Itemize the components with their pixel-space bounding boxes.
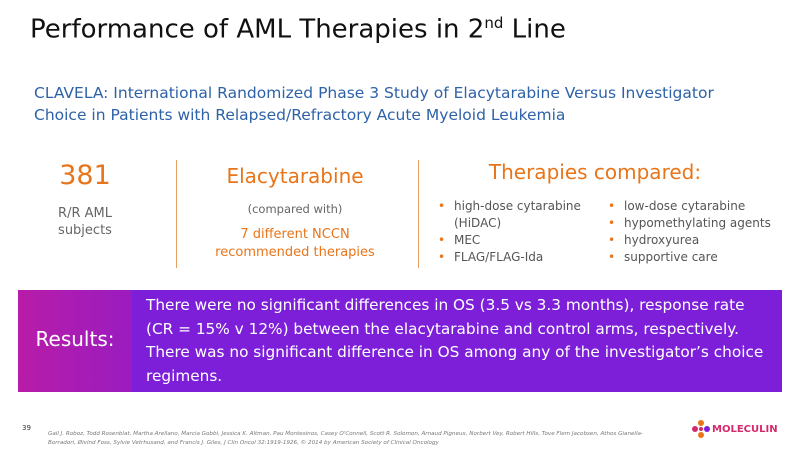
therapy-item: MEC	[436, 232, 601, 249]
therapy-item: hypomethylating agents	[606, 215, 786, 232]
title: Performance of AML Therapies in 2nd Line	[30, 14, 566, 45]
therapy-item: high-dose cytarabine (HiDAC)	[436, 198, 601, 232]
title-text: Line	[503, 14, 566, 45]
therapy-item: hydroxyurea	[606, 232, 786, 249]
results-label: Results:	[35, 327, 115, 351]
therapies-heading: Therapies compared:	[488, 160, 702, 184]
therapy-list: high-dose cytarabine (HiDAC)MECFLAG/FLAG…	[436, 198, 601, 266]
logo-icon	[692, 420, 710, 438]
page-number: 39	[22, 424, 31, 432]
therapy-item: supportive care	[606, 249, 786, 266]
therapy-list: low-dose cytarabinehypomethylating agent…	[606, 198, 786, 266]
title-text: Performance of AML Therapies in 2	[30, 14, 485, 45]
drug-detail: 7 different NCCN recommended therapies	[215, 227, 375, 260]
therapy-item: FLAG/FLAG-Ida	[436, 249, 601, 266]
results-box	[132, 290, 782, 392]
citation: Gail J. Roboz, Todd Rosenblat, Martha Ar…	[48, 431, 643, 446]
drug-name: Elacytarabine	[226, 164, 364, 188]
subject-label: R/R AML subjects	[58, 206, 112, 238]
logo-text: MOLECULIN	[712, 424, 778, 435]
therapy-item: low-dose cytarabine	[606, 198, 786, 215]
results-label-box	[18, 290, 132, 392]
divider	[176, 160, 177, 268]
drug-note: (compared with)	[247, 202, 343, 216]
subtitle: CLAVELA: International Randomized Phase …	[34, 84, 714, 124]
subject-count: 381	[59, 160, 111, 191]
title-sup: nd	[484, 14, 504, 32]
divider	[418, 160, 419, 268]
results-text: There were no significant differences in…	[146, 296, 764, 385]
